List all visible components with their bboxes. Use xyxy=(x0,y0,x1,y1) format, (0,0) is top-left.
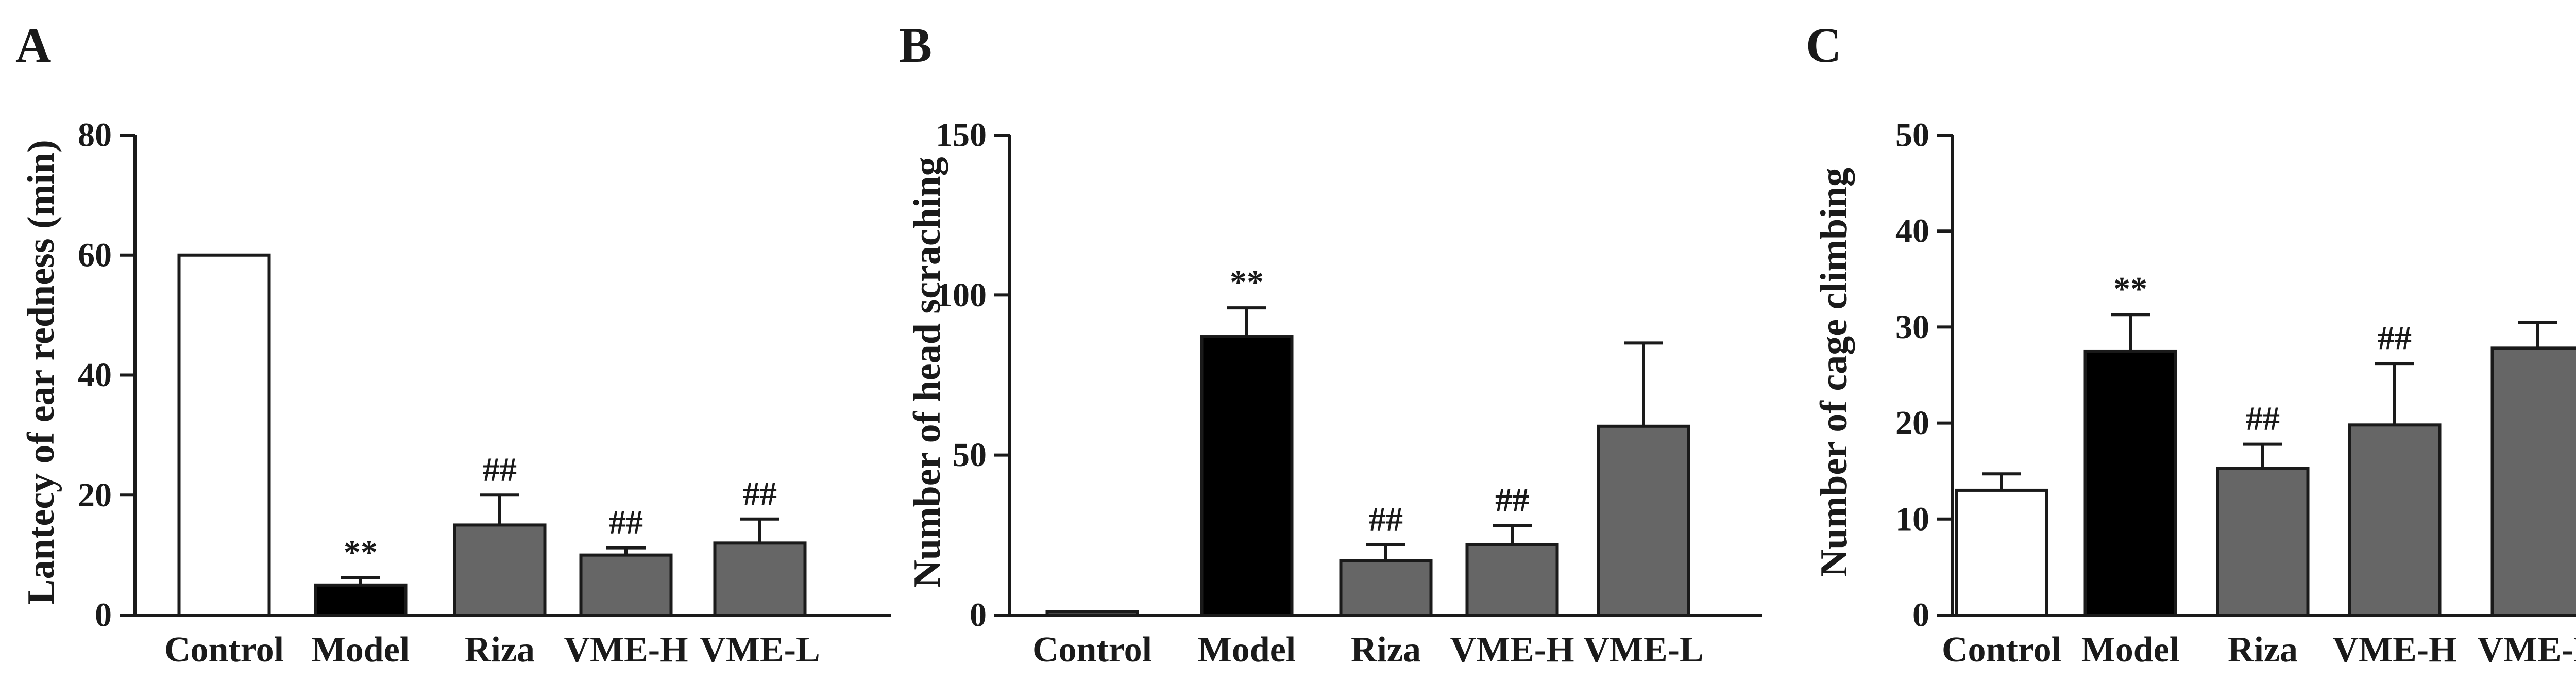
bar xyxy=(2216,467,2310,617)
y-tick-label: 50 xyxy=(1895,117,1929,154)
y-axis-label: Number of cage climbing xyxy=(1813,168,1855,577)
category-label: Riza xyxy=(465,630,535,670)
y-tick-label: 80 xyxy=(78,117,112,154)
bar xyxy=(314,583,408,617)
category-label: Control xyxy=(164,630,284,670)
significance-mark: ## xyxy=(1369,500,1403,538)
y-tick-label: 0 xyxy=(1912,596,1929,634)
category-label: VME-L xyxy=(700,630,820,670)
significance-mark: ** xyxy=(344,534,378,571)
category-label: Control xyxy=(1942,630,2061,670)
significance-mark: ** xyxy=(2113,270,2147,308)
panel-letter: A xyxy=(15,18,51,73)
significance-mark: ## xyxy=(743,475,777,512)
y-tick-label: 50 xyxy=(953,436,987,474)
bar xyxy=(2083,349,2177,617)
bar xyxy=(1465,543,1559,617)
significance-mark: ## xyxy=(483,451,517,488)
category-label: VME-L xyxy=(2477,630,2576,670)
category-label: VME-H xyxy=(564,630,688,670)
panel-a-chart: A Lantecy of ear redness (min) 0 20 40 60 80 Co… xyxy=(15,18,891,670)
significance-mark: ## xyxy=(2378,319,2412,357)
y-tick-label: 0 xyxy=(95,596,112,634)
significance-mark: ## xyxy=(2246,400,2280,438)
bar xyxy=(579,553,673,617)
y-axis-label: Lantecy of ear redness (min) xyxy=(20,140,62,605)
y-tick-label: 100 xyxy=(936,276,987,314)
y-axis-label: Number of head scraching xyxy=(906,157,948,587)
y-tick-label: 20 xyxy=(78,476,112,514)
category-label: VME-H xyxy=(2332,630,2456,670)
bar xyxy=(177,253,271,617)
bar xyxy=(2490,346,2576,617)
panel-letter: C xyxy=(1806,18,1841,73)
category-label: VME-H xyxy=(1450,630,1574,670)
category-label: Riza xyxy=(2228,630,2298,670)
category-label: Control xyxy=(1032,630,1152,670)
y-tick-label: 40 xyxy=(78,356,112,394)
bar xyxy=(2348,423,2442,617)
bar xyxy=(713,541,807,617)
y-tick-label: 150 xyxy=(936,117,987,154)
category-label: VME-L xyxy=(1583,630,1703,670)
panel-c-chart: C Number of cage climbing 0 10 20 30 40 50 Contr… xyxy=(1806,18,2576,670)
category-label: Model xyxy=(312,630,410,670)
panel-letter: B xyxy=(899,18,932,73)
significance-mark: ## xyxy=(609,504,643,541)
significance-mark: ## xyxy=(1495,481,1529,519)
y-tick-label: 30 xyxy=(1895,308,1929,346)
y-tick-label: 10 xyxy=(1895,500,1929,538)
bar xyxy=(453,523,547,617)
bar xyxy=(1045,610,1139,617)
y-tick-label: 0 xyxy=(970,596,987,634)
bar xyxy=(1200,335,1294,617)
category-label: Model xyxy=(2081,630,2180,670)
bar xyxy=(1339,559,1433,617)
category-label: Riza xyxy=(1351,630,1421,670)
category-label: Model xyxy=(1198,630,1296,670)
panel-b-chart: B Number of head scraching 0 50 100 150 Contro… xyxy=(899,18,1762,670)
bar xyxy=(1597,424,1690,617)
y-tick-label: 40 xyxy=(1895,212,1929,250)
significance-mark: ** xyxy=(1230,263,1264,301)
y-tick-label: 60 xyxy=(78,236,112,274)
bar xyxy=(1955,488,2048,617)
y-tick-label: 20 xyxy=(1895,404,1929,442)
